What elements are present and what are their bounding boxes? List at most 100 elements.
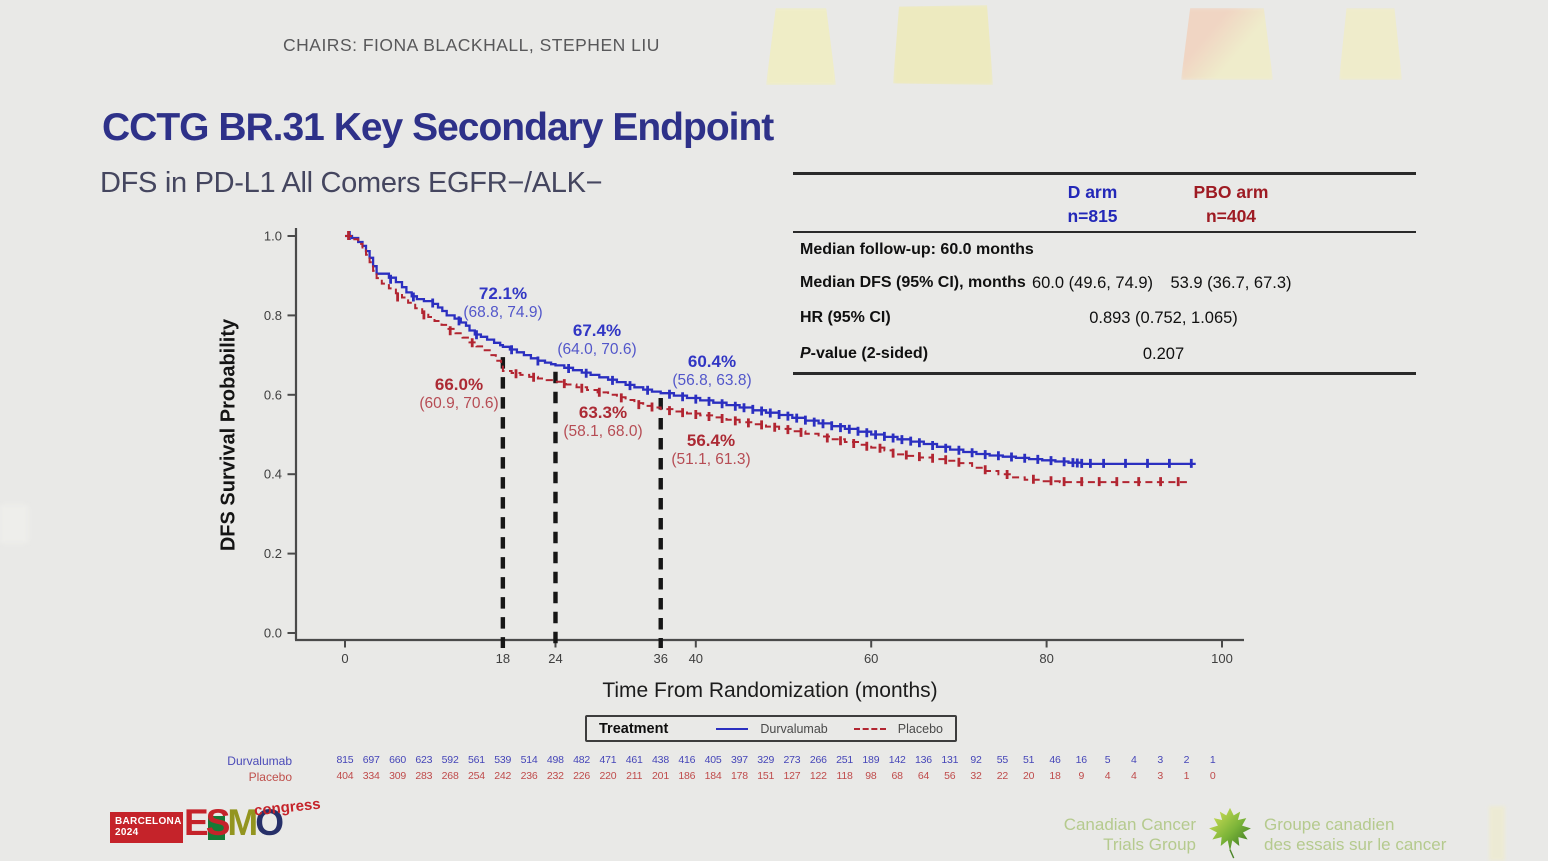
at-risk-count: 51 xyxy=(1023,754,1035,766)
at-risk-count: 186 xyxy=(678,770,696,782)
landmark-annotation-durvalumab: 72.1% (68.8, 74.9) xyxy=(463,284,542,322)
pbo-arm-label: PBO arm xyxy=(1193,182,1269,202)
at-risk-count: 273 xyxy=(783,754,801,766)
at-risk-count: 329 xyxy=(757,754,775,766)
at-risk-count: 18 xyxy=(1049,770,1061,782)
annotation-rate: 66.0% xyxy=(434,374,484,394)
landmark-annotation-durvalumab: 67.4% (64.0, 70.6) xyxy=(557,321,636,359)
followup-label: Median follow-up: 60.0 months xyxy=(800,240,1034,258)
at-risk-count: 4 xyxy=(1131,770,1137,782)
hr-value: 0.893 (0.752, 1.065) xyxy=(1089,308,1238,327)
at-risk-count: 3 xyxy=(1157,770,1163,782)
at-risk-count: 32 xyxy=(970,770,982,782)
at-risk-count: 438 xyxy=(652,754,669,766)
at-risk-count: 178 xyxy=(730,770,748,782)
at-risk-count: 20 xyxy=(1023,770,1035,782)
pvalue-label: P-value (2-sided) xyxy=(800,345,929,362)
landmark-annotation-placebo: 63.3% (58.1, 68.0) xyxy=(563,403,642,441)
table-row-median-dfs: Median DFS (95% CI), months 60.0 (49.6, … xyxy=(793,266,1416,300)
at-risk-count: 242 xyxy=(494,770,512,782)
at-risk-count: 334 xyxy=(362,770,380,782)
y-tick-label: 0.6 xyxy=(264,387,282,402)
x-tick-label: 60 xyxy=(864,651,878,666)
at-risk-count: 416 xyxy=(678,754,696,766)
sticky-note-4 xyxy=(1339,8,1402,80)
at-risk-count: 127 xyxy=(783,770,801,782)
y-tick-label: 1.0 xyxy=(264,229,282,244)
at-risk-row-durvalumab: 815 697 660 623 592 561 539 514 498 482 471 461 438 4… xyxy=(332,754,1226,766)
at-risk-count: 55 xyxy=(996,754,1008,766)
esmo-wordmark: ESMO xyxy=(184,802,284,843)
maple-leaf-icon xyxy=(1209,807,1251,859)
hr-label: HR (95% CI) xyxy=(800,309,891,326)
table-row-followup: Median follow-up: 60.0 months xyxy=(793,233,1416,266)
annotation-ci: (68.8, 74.9) xyxy=(463,303,543,321)
at-risk-count: 136 xyxy=(915,754,932,766)
chairs-text: CHAIRS: FIONA BLACKHALL, STEPHEN LIU xyxy=(283,35,660,55)
at-risk-count: 189 xyxy=(862,754,880,766)
esmo-barcelona-badge: BARCELONA 2024 xyxy=(110,812,183,843)
at-risk-count: 254 xyxy=(467,770,485,782)
annotation-rate: 72.1% xyxy=(478,283,528,303)
at-risk-count: 92 xyxy=(970,754,982,766)
y-tick-label: 0.4 xyxy=(264,467,282,482)
at-risk-count: 56 xyxy=(944,770,956,782)
stats-table: D arm n=815 PBO arm n=404 Median follow-… xyxy=(793,172,1416,375)
pbo-arm-header: PBO arm n=404 xyxy=(1160,181,1302,228)
at-risk-row-placebo: 404 334 309 283 268 254 242 236 232 226 220 211 201 1… xyxy=(332,770,1226,782)
at-risk-count: 226 xyxy=(573,770,591,782)
stats-table-header: D arm n=815 PBO arm n=404 xyxy=(793,175,1416,233)
esmo-congress-text: congress xyxy=(253,795,322,820)
at-risk-count: 122 xyxy=(809,770,827,782)
annotation-rate: 60.4% xyxy=(687,351,737,371)
annotation-rate: 56.4% xyxy=(686,430,736,450)
median-dfs-d-value: 60.0 (49.6, 74.9) xyxy=(1031,273,1154,292)
at-risk-count: 660 xyxy=(389,754,406,766)
at-risk-count: 184 xyxy=(704,770,722,782)
at-risk-count: 461 xyxy=(625,754,643,766)
at-risk-count: 1 xyxy=(1183,770,1190,782)
cctg-logo: Canadian Cancer Trials Group Groupe cana… xyxy=(1056,807,1469,859)
at-risk-count: 623 xyxy=(415,754,433,766)
at-risk-count: 220 xyxy=(599,770,617,782)
at-risk-count: 514 xyxy=(520,754,538,766)
page-subtitle: DFS in PD-L1 All Comers EGFR−/ALK− xyxy=(100,167,603,199)
annotation-ci: (51.1, 61.3) xyxy=(671,450,751,468)
at-risk-count: 815 xyxy=(336,754,354,766)
at-risk-count: 142 xyxy=(888,754,906,766)
at-risk-count: 4 xyxy=(1131,754,1137,766)
treatment-legend: Treatment Durvalumab Placebo xyxy=(585,715,957,742)
at-risk-count: 561 xyxy=(467,754,485,766)
median-dfs-pbo-value: 53.9 (36.7, 67.3) xyxy=(1170,273,1292,292)
y-tick-label: 0.2 xyxy=(264,546,282,561)
at-risk-count: 151 xyxy=(757,770,775,782)
esmo-congress-logo: BARCELONA 2024 ESMO congress xyxy=(110,796,340,852)
at-risk-count: 404 xyxy=(336,770,354,782)
at-risk-count: 697 xyxy=(362,754,380,766)
at-risk-count: 16 xyxy=(1075,754,1087,766)
pvalue-value: 0.207 xyxy=(1142,344,1185,363)
page-title: CCTG BR.31 Key Secondary Endpoint xyxy=(102,106,774,149)
at-risk-count: 201 xyxy=(652,770,669,782)
annotation-ci: (56.8, 63.8) xyxy=(672,371,752,389)
x-tick-label: 18 xyxy=(496,651,510,666)
at-risk-count: 1 xyxy=(1209,754,1216,766)
x-tick-label: 100 xyxy=(1211,651,1233,666)
median-dfs-label: Median DFS (95% CI), months xyxy=(800,274,1026,291)
esmo-year: 2024 xyxy=(115,827,139,838)
y-axis-title: DFS Survival Probability xyxy=(217,318,240,552)
edge-artifact xyxy=(1489,806,1505,861)
y-tick-label: 0.0 xyxy=(264,626,282,641)
durvalumab-line-sample xyxy=(716,727,749,730)
at-risk-count: 309 xyxy=(389,770,406,782)
at-risk-count: 397 xyxy=(730,754,748,766)
x-axis-title: Time From Randomization (months) xyxy=(602,679,938,702)
d-arm-label: D arm xyxy=(1067,182,1118,202)
y-tick-label: 0.8 xyxy=(264,308,282,323)
at-risk-count: 482 xyxy=(573,754,591,766)
at-risk-count: 2 xyxy=(1183,754,1190,766)
at-risk-label-durvalumab: Durvalumab xyxy=(227,754,292,768)
d-arm-n: n=815 xyxy=(1067,205,1118,226)
cctg-english-name: Canadian Cancer Trials Group xyxy=(1063,815,1196,855)
